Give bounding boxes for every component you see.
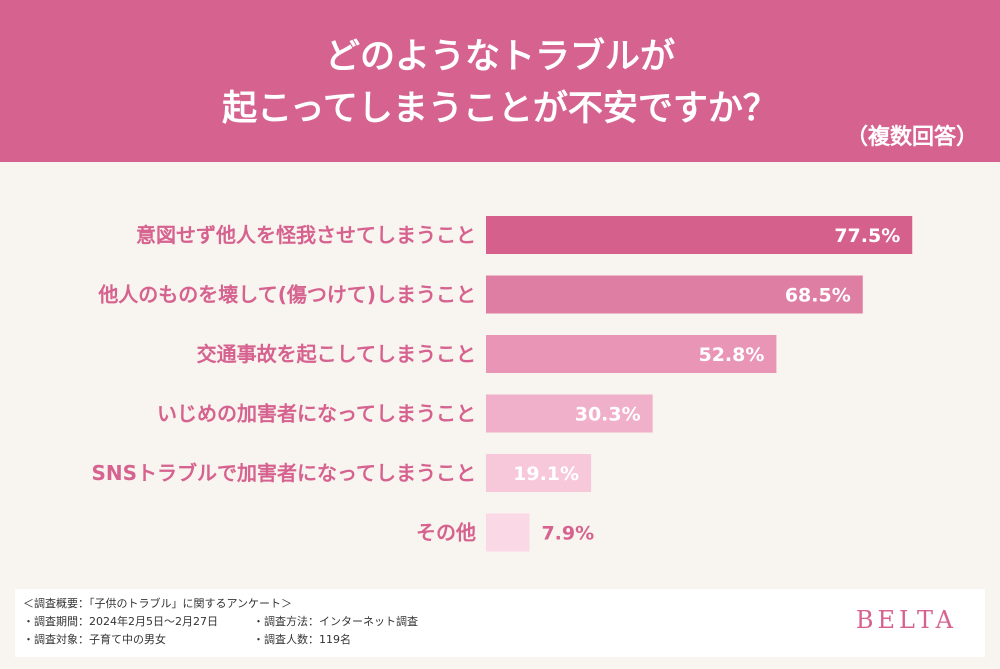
bar-2 — [486, 275, 863, 314]
bar-4 — [486, 394, 653, 433]
value-label-2: 68.5% — [785, 285, 851, 307]
category-label-2: 他人のものを壊して(傷つけて)しまうこと — [97, 283, 476, 307]
category-label-5: SNSトラブルで加害者になってしまうこと — [91, 461, 476, 485]
category-label-6: その他 — [416, 521, 476, 545]
bar-6 — [486, 513, 530, 552]
category-label-4: いじめの加害者になってしまうこと — [157, 402, 476, 426]
survey-count: ・調査人数：119名 — [253, 633, 351, 646]
multiple-answer-note: （複数回答） — [845, 125, 978, 150]
value-label-6: 7.9% — [541, 523, 594, 545]
bar-1 — [486, 216, 913, 254]
survey-target: ・調査対象：子育て中の男女 — [23, 633, 166, 646]
bar-5 — [486, 454, 592, 492]
category-label-1: 意図せず他人を怪我させてしまうこと — [136, 223, 476, 247]
belta-logo: BELTA — [855, 606, 957, 634]
value-label-3: 52.8% — [698, 344, 764, 366]
value-label-1: 77.5% — [834, 225, 900, 247]
category-label-3: 交通事故を起こしてしまうこと — [197, 342, 476, 366]
survey-footer: ＜調査概要：「子供のトラブル」に関するアンケート＞ ・調査期間：2024年2月5… — [15, 589, 985, 657]
value-label-5: 19.1% — [513, 463, 579, 485]
survey-period: ・調査期間：2024年2月5日～2月27日 — [23, 615, 218, 628]
bar-3 — [486, 335, 777, 373]
chart-title-line1: どのようなトラブルが — [324, 37, 675, 77]
survey-method: ・調査方法：インターネット調査 — [253, 615, 418, 628]
header-banner: どのようなトラブルが 起こってしまうことが不安ですか？ （複数回答） — [0, 0, 1000, 162]
chart-title-line2: 起こってしまうことが不安ですか？ — [222, 89, 778, 129]
value-label-4: 30.3% — [575, 404, 641, 426]
survey-overview: ＜調査概要：「子供のトラブル」に関するアンケート＞ — [23, 597, 293, 610]
